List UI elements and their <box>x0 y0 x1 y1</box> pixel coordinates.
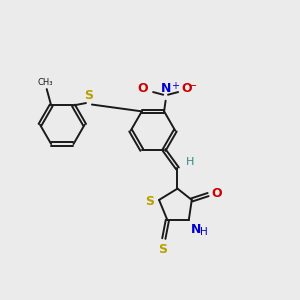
Text: H: H <box>186 157 194 167</box>
Text: +: + <box>171 81 179 91</box>
Text: N: N <box>191 223 202 236</box>
Text: S: S <box>84 88 93 102</box>
Text: CH₃: CH₃ <box>38 78 53 87</box>
Text: H: H <box>200 227 208 237</box>
Text: S: S <box>145 195 154 208</box>
Text: O: O <box>211 187 222 200</box>
Text: S: S <box>158 243 167 256</box>
Text: O: O <box>181 82 192 95</box>
Text: O: O <box>137 82 148 95</box>
Text: N: N <box>160 82 171 95</box>
Text: −: − <box>188 81 197 92</box>
